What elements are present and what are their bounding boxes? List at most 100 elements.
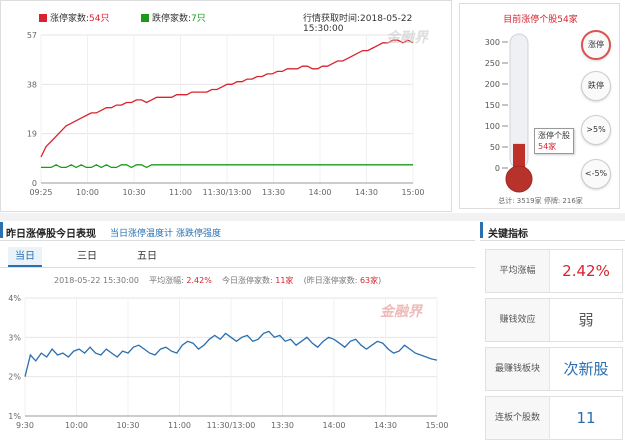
- y-tick-label: 57: [27, 31, 37, 40]
- thermometer-scale-label: 50: [490, 143, 500, 152]
- x-tick-label: 15:00: [401, 188, 424, 197]
- limit-down-button[interactable]: 跌停: [581, 71, 611, 101]
- thermometer-scale-label: 150: [485, 101, 500, 110]
- y-tick-label: 38: [27, 80, 37, 89]
- x-tick-label: 11:00: [169, 188, 192, 197]
- x-tick-label: 13:30: [262, 188, 285, 197]
- indicator-label: 平均涨幅: [486, 250, 550, 292]
- indicator-value: 11: [576, 409, 596, 427]
- thermometer-scale-label: 200: [485, 80, 500, 89]
- x-tick-label: 11:00: [168, 421, 191, 430]
- fetch-time-value: 2018-05-22 15:30:00: [303, 14, 413, 34]
- performance-panel: 昨日涨停股今日表现 当日涨停温度计 涨跌停强度 当日 三日 五日 2018-05…: [0, 221, 475, 448]
- info-yday-close: ): [378, 276, 382, 285]
- info-avg-label: 平均涨幅:: [149, 276, 184, 285]
- fetch-time-label: 行情获取时间:: [303, 14, 361, 24]
- performance-title: 昨日涨停股今日表现: [6, 229, 96, 240]
- x-tick-label: 14:30: [355, 188, 378, 197]
- series-line-跌停家数: [41, 164, 413, 169]
- strength-link[interactable]: 涨跌停强度: [176, 229, 222, 239]
- indicator-consecutive-limit: 连板个股数 11: [485, 396, 623, 440]
- info-up-label: 今日涨停家数:: [221, 276, 273, 285]
- indicator-value: 弱: [578, 311, 594, 329]
- x-tick-label: 09:25: [29, 188, 52, 197]
- temp-link[interactable]: 当日涨停温度计: [110, 229, 174, 239]
- thermometer-panel: 目前涨停个股54家 300 250 200 150 100 50 0 涨停个股 54家 总计…: [459, 3, 620, 209]
- limit-count-chart-panel: 涨停家数:54只 跌停家数:7只 行情获取时间:2018-05-22 15:30…: [0, 0, 452, 212]
- y-tick-label: 0: [32, 179, 37, 188]
- avg-gain-chart: 4% 3% 2% 1%9:30 10:00 10:30 11:00 11:30/13:00 13…: [8, 294, 448, 430]
- indicator-value: 次新股: [563, 360, 609, 378]
- x-tick-label: 10:00: [65, 421, 88, 430]
- loss-over-5-button[interactable]: <-5%: [581, 159, 611, 189]
- header-accent: [0, 222, 3, 238]
- x-tick-label: 13:30: [271, 421, 294, 430]
- thermometer-scale-label: 300: [485, 38, 500, 47]
- down-legend-value: 7只: [191, 14, 206, 24]
- x-tick-label: 14:00: [308, 188, 331, 197]
- thermometer-scale-label: 100: [485, 122, 500, 131]
- thermometer-scale-label: 0: [495, 164, 500, 173]
- tab-three-day[interactable]: 三日: [77, 251, 97, 262]
- indicator-label: 连板个股数: [486, 397, 550, 439]
- thermometer-graphic: 300 250 200 150 100 50 0: [485, 33, 533, 193]
- info-avg-value: 2.42%: [186, 276, 212, 285]
- info-yday-label: (昨日涨停家数:: [303, 276, 358, 285]
- x-tick-label: 15:00: [425, 421, 448, 430]
- tab-today[interactable]: 当日: [8, 247, 42, 267]
- series-line-平均涨幅: [24, 330, 438, 377]
- up-legend: 涨停家数:54只: [39, 11, 110, 24]
- top-watermark: 金融界: [386, 30, 428, 46]
- x-tick-label: 10:30: [116, 421, 139, 430]
- bottom-watermark: 金融界: [380, 304, 422, 320]
- indicator-value: 2.42%: [562, 262, 610, 280]
- y-tick-label: 4%: [8, 294, 21, 303]
- tab-underline: [0, 267, 475, 268]
- x-tick-label: 14:00: [322, 421, 345, 430]
- limit-up-button[interactable]: 涨停: [581, 30, 611, 60]
- info-up-value: 11家: [275, 276, 294, 285]
- down-legend-swatch: [141, 14, 149, 22]
- y-tick-label: 1%: [8, 412, 21, 421]
- limit-count-chart: 57 38 19 009:25 10:00 10:30 11:00 11:30/13:00 13…: [27, 31, 425, 197]
- thermometer-bulb: [505, 165, 533, 193]
- key-header-accent: [480, 222, 483, 238]
- x-tick-label: 14:30: [374, 421, 397, 430]
- thermometer-scale-label: 250: [485, 59, 500, 68]
- tooltip-line1: 涨停个股: [538, 131, 570, 140]
- down-legend-label: 跌停家数:: [152, 14, 192, 24]
- info-time: 2018-05-22 15:30:00: [54, 276, 139, 285]
- indicator-label: 赚钱效应: [486, 299, 550, 341]
- indicator-avg-gain: 平均涨幅 2.42%: [485, 249, 623, 293]
- x-tick-label: 11:30/13:00: [203, 188, 252, 197]
- info-yday-value: 63家: [359, 276, 379, 285]
- up-legend-swatch: [39, 14, 47, 22]
- key-title: 关键指标: [488, 229, 528, 240]
- up-legend-label: 涨停家数:: [50, 14, 90, 24]
- indicator-money-effect: 赚钱效应 弱: [485, 298, 623, 342]
- performance-info: 2018-05-22 15:30:00 平均涨幅: 2.42% 今日涨停家数: …: [54, 275, 381, 286]
- down-legend: 跌停家数:7只: [141, 11, 206, 24]
- y-tick-label: 19: [27, 130, 37, 139]
- y-tick-label: 2%: [8, 373, 21, 382]
- series-line-涨停家数: [40, 39, 414, 158]
- indicator-best-sector: 最赚钱板块 次新股: [485, 347, 623, 391]
- x-tick-label: 10:00: [76, 188, 99, 197]
- x-tick-label: 9:30: [16, 421, 34, 430]
- x-tick-label: 10:30: [122, 188, 145, 197]
- key-header: 关键指标: [480, 221, 625, 241]
- tooltip-line2: 54家: [538, 142, 557, 151]
- up-legend-value: 54只: [89, 14, 110, 24]
- y-tick-label: 3%: [8, 333, 21, 342]
- tab-five-day[interactable]: 五日: [137, 251, 157, 262]
- x-tick-label: 11:30/13:00: [207, 421, 256, 430]
- thermometer-tooltip: 涨停个股 54家: [534, 128, 574, 154]
- fetch-time: 行情获取时间:2018-05-22 15:30:00: [303, 11, 451, 34]
- section-separator: [0, 213, 625, 221]
- thermometer-title: 目前涨停个股54家: [503, 15, 578, 25]
- key-indicators-panel: 关键指标 平均涨幅 2.42% 赚钱效应 弱 最赚钱板块 次新股 连板个股数 1…: [478, 221, 625, 448]
- thermometer-footer: 总计: 3519家 停牌: 216家: [498, 197, 583, 205]
- gain-over-5-button[interactable]: >5%: [581, 115, 611, 145]
- indicator-label: 最赚钱板块: [486, 348, 550, 390]
- performance-header: 昨日涨停股今日表现 当日涨停温度计 涨跌停强度: [0, 221, 475, 241]
